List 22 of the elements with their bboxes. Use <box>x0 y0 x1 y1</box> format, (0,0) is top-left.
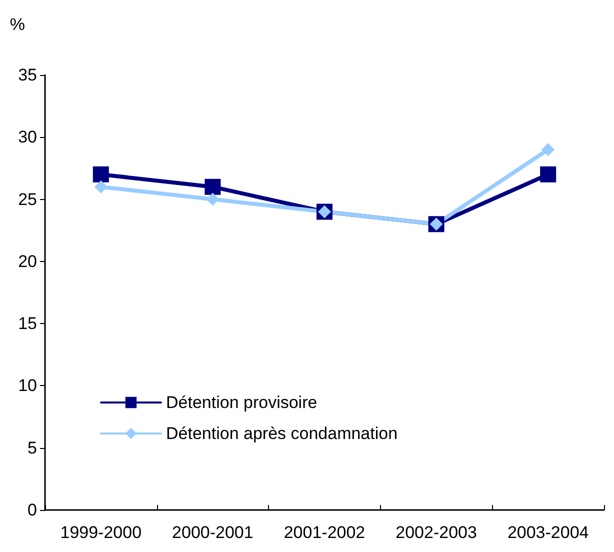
x-tick-label: 2002-2003 <box>396 523 477 542</box>
legend-label: Détention après condamnation <box>166 424 398 443</box>
point <box>204 178 221 195</box>
y-tick-label: 25 <box>18 190 37 209</box>
point <box>540 166 556 182</box>
y-tick-label: 10 <box>18 376 37 396</box>
y-axis-title: % <box>10 15 25 34</box>
point <box>542 143 555 156</box>
x-tick-label: 1999-2000 <box>60 523 142 542</box>
x-tick-label: 2003-2004 <box>507 523 589 542</box>
y-tick-label: 20 <box>18 252 37 271</box>
point <box>206 192 220 206</box>
legend-label: Détention provisoire <box>166 393 318 412</box>
y-tick-label: 35 <box>18 66 37 84</box>
x-tick-label: 2001-2002 <box>284 523 366 542</box>
point <box>94 180 108 194</box>
y-tick-label: 0 <box>28 500 37 520</box>
point <box>92 166 109 182</box>
x-tick-label: 2000-2001 <box>172 523 254 542</box>
y-tick-label: 15 <box>18 314 37 334</box>
y-tick-label: 30 <box>18 128 37 147</box>
y-tick-label: 5 <box>28 438 37 458</box>
